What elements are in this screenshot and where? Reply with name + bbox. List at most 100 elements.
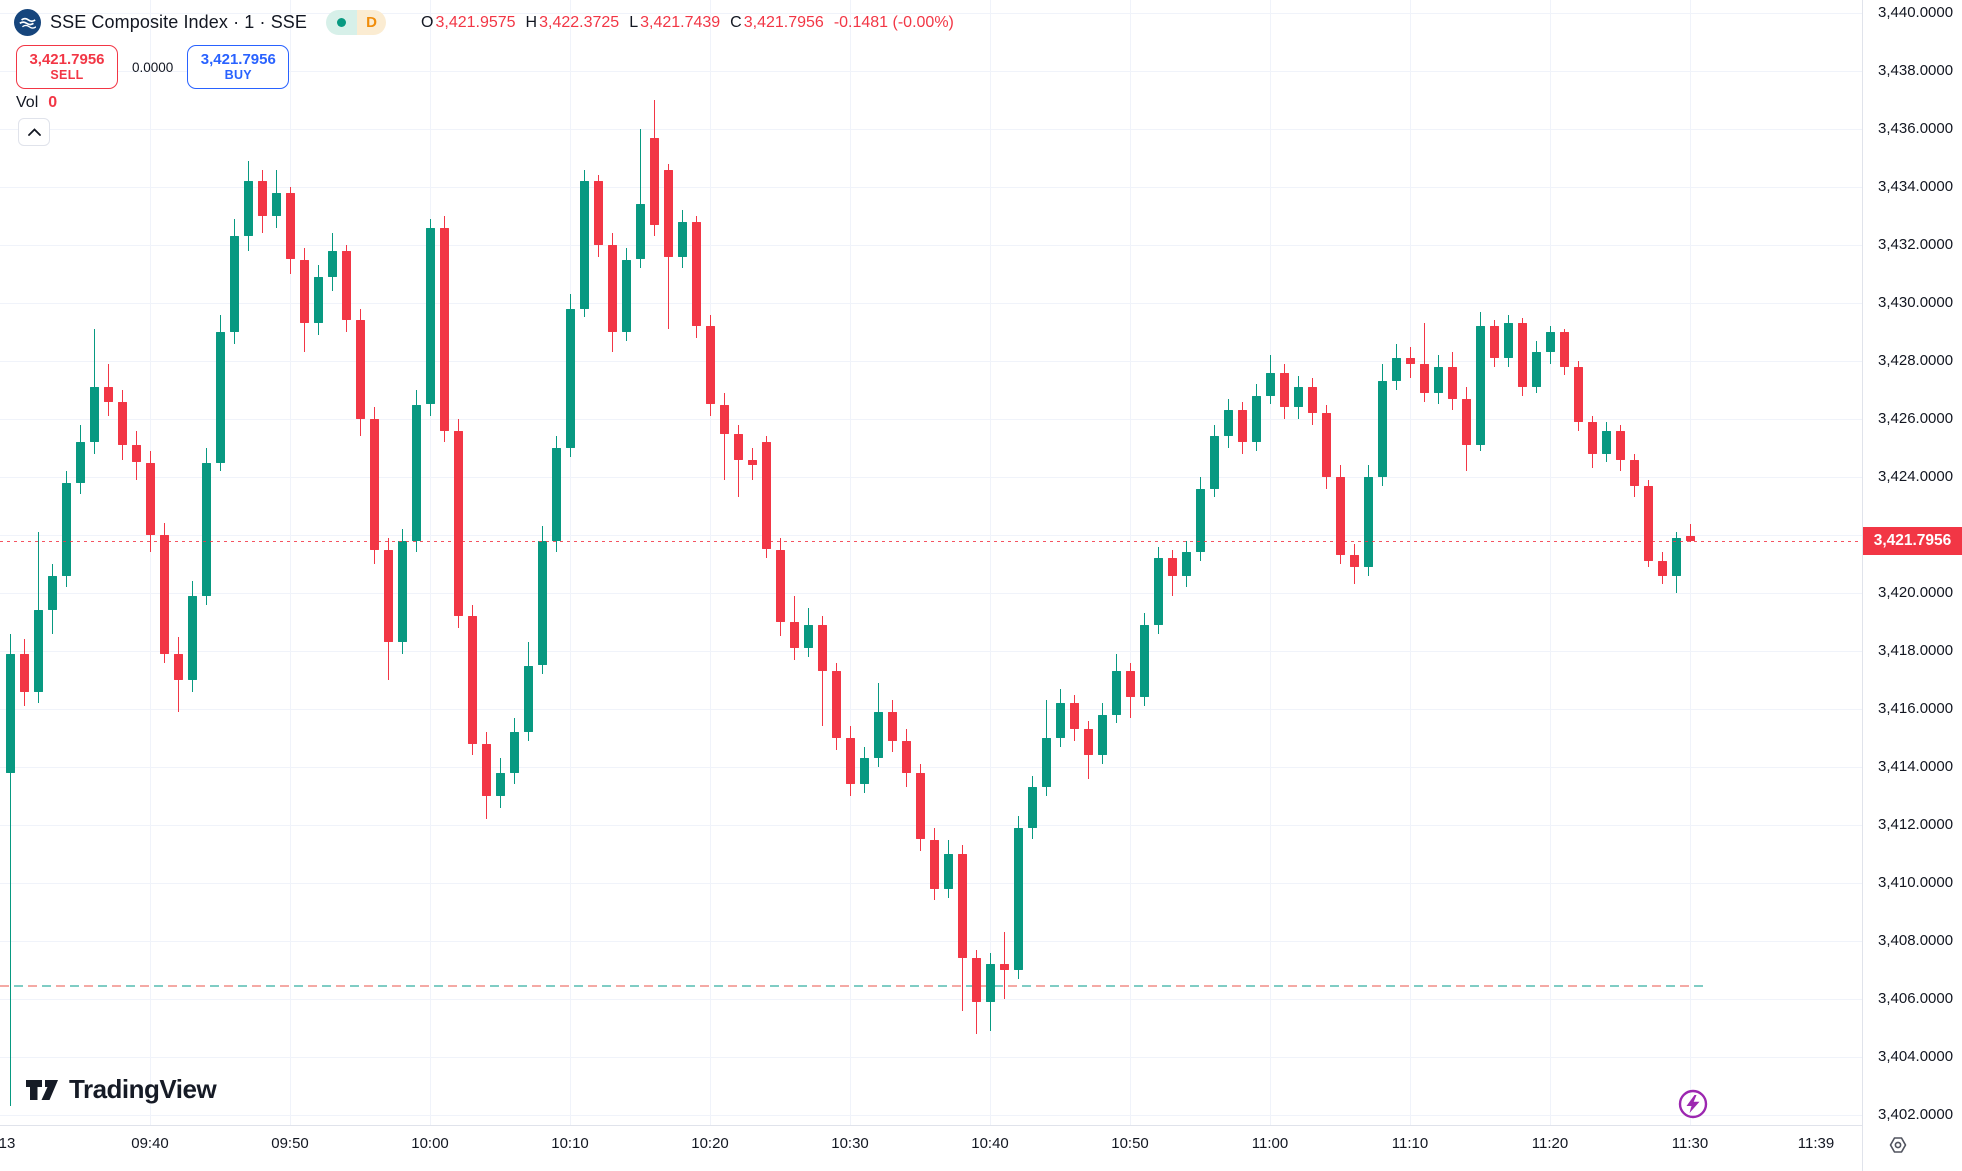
candle[interactable]: [173, 653, 183, 680]
candle[interactable]: [1027, 787, 1037, 828]
candle[interactable]: [901, 740, 911, 773]
candle[interactable]: [1447, 366, 1457, 399]
candle[interactable]: [229, 236, 239, 332]
candle[interactable]: [761, 442, 771, 550]
candle[interactable]: [89, 387, 99, 443]
candle[interactable]: [873, 711, 883, 759]
candle[interactable]: [509, 732, 519, 773]
candle[interactable]: [369, 419, 379, 550]
candle[interactable]: [1335, 477, 1345, 556]
candle[interactable]: [383, 549, 393, 643]
candle[interactable]: [341, 250, 351, 321]
candle[interactable]: [845, 738, 855, 785]
candle[interactable]: [327, 250, 337, 277]
candle[interactable]: [1251, 395, 1261, 443]
candle[interactable]: [971, 958, 981, 1002]
candle[interactable]: [719, 404, 729, 434]
candle-wick[interactable]: [821, 616, 823, 727]
candle[interactable]: [649, 137, 659, 225]
candle[interactable]: [467, 616, 477, 744]
candle[interactable]: [425, 227, 435, 405]
candle[interactable]: [201, 462, 211, 596]
candle-wick[interactable]: [737, 424, 739, 498]
candle[interactable]: [285, 192, 295, 260]
candle[interactable]: [411, 404, 421, 541]
candle[interactable]: [775, 549, 785, 622]
time-axis[interactable]: 13 09:40 09:50 10:00 10:10 10:20 10:30 10:40 10:…: [0, 1125, 1862, 1171]
candle[interactable]: [859, 758, 869, 785]
candle-wick[interactable]: [1689, 524, 1691, 543]
candle[interactable]: [1405, 358, 1415, 364]
candle[interactable]: [271, 192, 281, 216]
candle[interactable]: [1489, 326, 1499, 359]
candle[interactable]: [915, 772, 925, 840]
candle[interactable]: [299, 259, 309, 324]
candle[interactable]: [1223, 410, 1233, 437]
candle[interactable]: [1461, 398, 1471, 446]
candle[interactable]: [481, 743, 491, 796]
symbol-title[interactable]: SSE Composite Index · 1 · SSE: [50, 12, 308, 32]
candle[interactable]: [1503, 323, 1513, 359]
candle[interactable]: [1391, 358, 1401, 382]
candle[interactable]: [453, 430, 463, 617]
candle[interactable]: [1377, 381, 1387, 477]
candle[interactable]: [313, 276, 323, 324]
candle[interactable]: [1111, 671, 1121, 715]
candle[interactable]: [607, 245, 617, 332]
candle[interactable]: [929, 839, 939, 889]
tradingview-watermark[interactable]: TradingView: [25, 1074, 217, 1105]
candle[interactable]: [593, 181, 603, 245]
candle[interactable]: [579, 181, 589, 309]
candle[interactable]: [1321, 413, 1331, 477]
candle[interactable]: [1419, 363, 1429, 393]
candle[interactable]: [943, 854, 953, 889]
buy-button[interactable]: 3,421.7956 BUY: [187, 45, 290, 89]
candle[interactable]: [1643, 485, 1653, 562]
candle[interactable]: [1237, 410, 1247, 443]
candle[interactable]: [1153, 558, 1163, 625]
candle[interactable]: [1349, 555, 1359, 567]
candle[interactable]: [19, 653, 29, 692]
candle[interactable]: [1531, 352, 1541, 388]
candle-wick[interactable]: [9, 633, 11, 1107]
candle[interactable]: [1363, 477, 1373, 567]
candle[interactable]: [691, 221, 701, 327]
candle[interactable]: [1293, 387, 1303, 408]
candle[interactable]: [1055, 703, 1065, 738]
candle[interactable]: [103, 387, 113, 402]
candle[interactable]: [663, 169, 673, 257]
candle[interactable]: [1013, 827, 1023, 970]
candle[interactable]: [1041, 738, 1051, 788]
candle[interactable]: [187, 595, 197, 680]
candle[interactable]: [789, 622, 799, 649]
candle[interactable]: [1587, 421, 1597, 454]
candle[interactable]: [1657, 561, 1667, 576]
candle[interactable]: [1433, 366, 1443, 393]
candle[interactable]: [1083, 729, 1093, 756]
candle[interactable]: [1685, 536, 1695, 541]
collapse-pane-button[interactable]: [18, 118, 50, 146]
candle[interactable]: [733, 433, 743, 460]
candle[interactable]: [243, 181, 253, 237]
candle[interactable]: [397, 540, 407, 643]
candle[interactable]: [1279, 372, 1289, 408]
candle[interactable]: [1559, 332, 1569, 367]
candle[interactable]: [1475, 326, 1485, 446]
candle[interactable]: [159, 535, 169, 654]
candle[interactable]: [537, 540, 547, 666]
candle[interactable]: [1069, 703, 1079, 730]
candle[interactable]: [1517, 323, 1527, 388]
candle[interactable]: [677, 221, 687, 257]
candle[interactable]: [705, 326, 715, 405]
candle[interactable]: [1265, 372, 1275, 396]
candle[interactable]: [215, 332, 225, 463]
candle[interactable]: [747, 459, 757, 466]
candle[interactable]: [355, 320, 365, 419]
candle[interactable]: [61, 482, 71, 576]
candle[interactable]: [985, 964, 995, 1002]
candle[interactable]: [495, 772, 505, 796]
candle[interactable]: [1615, 430, 1625, 460]
candle[interactable]: [635, 204, 645, 260]
sell-button[interactable]: 3,421.7956 SELL: [16, 45, 118, 89]
candle[interactable]: [1601, 430, 1611, 454]
